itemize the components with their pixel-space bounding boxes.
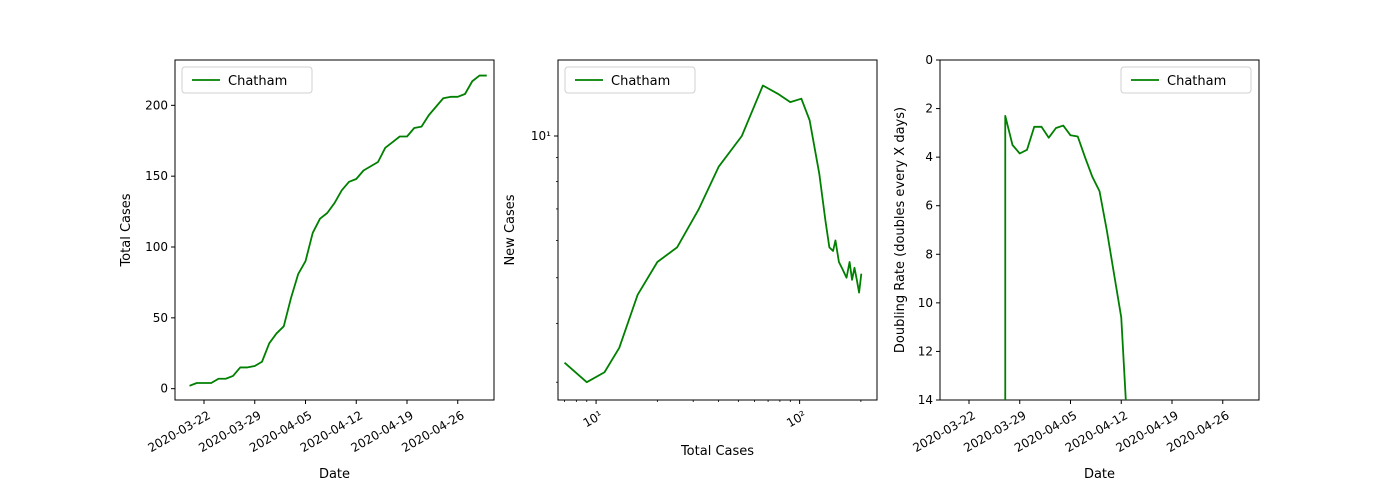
y-tick-label: 4 <box>925 150 933 164</box>
x-axis-label: Date <box>319 467 350 482</box>
y-axis-label: Doubling Rate (doubles every X days) <box>893 107 908 353</box>
chart-panel-3: 2020-03-222020-03-292020-04-052020-04-12… <box>893 53 1260 482</box>
y-tick-label: 6 <box>925 199 933 213</box>
x-tick-label: 10² <box>784 408 809 430</box>
y-tick-label: 2 <box>925 102 933 116</box>
plot-area <box>939 59 1260 401</box>
chart-panel-1: 2020-03-222020-03-292020-04-052020-04-12… <box>119 59 495 482</box>
series-line-chatham <box>1004 114 1127 400</box>
legend-label: Chatham <box>1167 74 1226 89</box>
series-line-chatham <box>189 74 487 387</box>
plot-area <box>174 59 495 401</box>
y-tick-label: 10¹ <box>531 129 551 143</box>
y-tick-label: 200 <box>145 98 168 112</box>
legend-label: Chatham <box>228 74 287 89</box>
plot-area <box>557 59 878 401</box>
y-tick-label: 10 <box>918 296 933 310</box>
legend: Chatham <box>181 66 313 94</box>
legend: Chatham <box>564 66 696 94</box>
legend-box <box>181 66 313 94</box>
legend-box <box>564 66 696 94</box>
chart-panel-2: 10¹ 10² 10¹ Total Cases New Cases Chatham <box>503 59 878 459</box>
legend: Chatham <box>1120 66 1252 94</box>
y-tick-label: 0 <box>925 53 933 67</box>
y-tick-label: 50 <box>153 311 168 325</box>
series-line-chatham <box>563 84 863 384</box>
legend-box <box>1120 66 1252 94</box>
legend-label: Chatham <box>611 74 670 89</box>
y-tick-label: 14 <box>918 393 933 407</box>
y-tick-label: 0 <box>160 382 168 396</box>
y-tick-label: 8 <box>925 247 933 261</box>
x-axis-label: Date <box>1084 467 1115 482</box>
y-axis-label: Total Cases <box>119 193 134 267</box>
y-tick-label: 12 <box>918 344 933 358</box>
x-tick-label: 10¹ <box>581 408 606 430</box>
y-axis-label: New Cases <box>503 194 518 265</box>
x-axis-label: Total Cases <box>680 444 754 459</box>
y-tick-label: 100 <box>145 240 168 254</box>
y-tick-label: 150 <box>145 169 168 183</box>
